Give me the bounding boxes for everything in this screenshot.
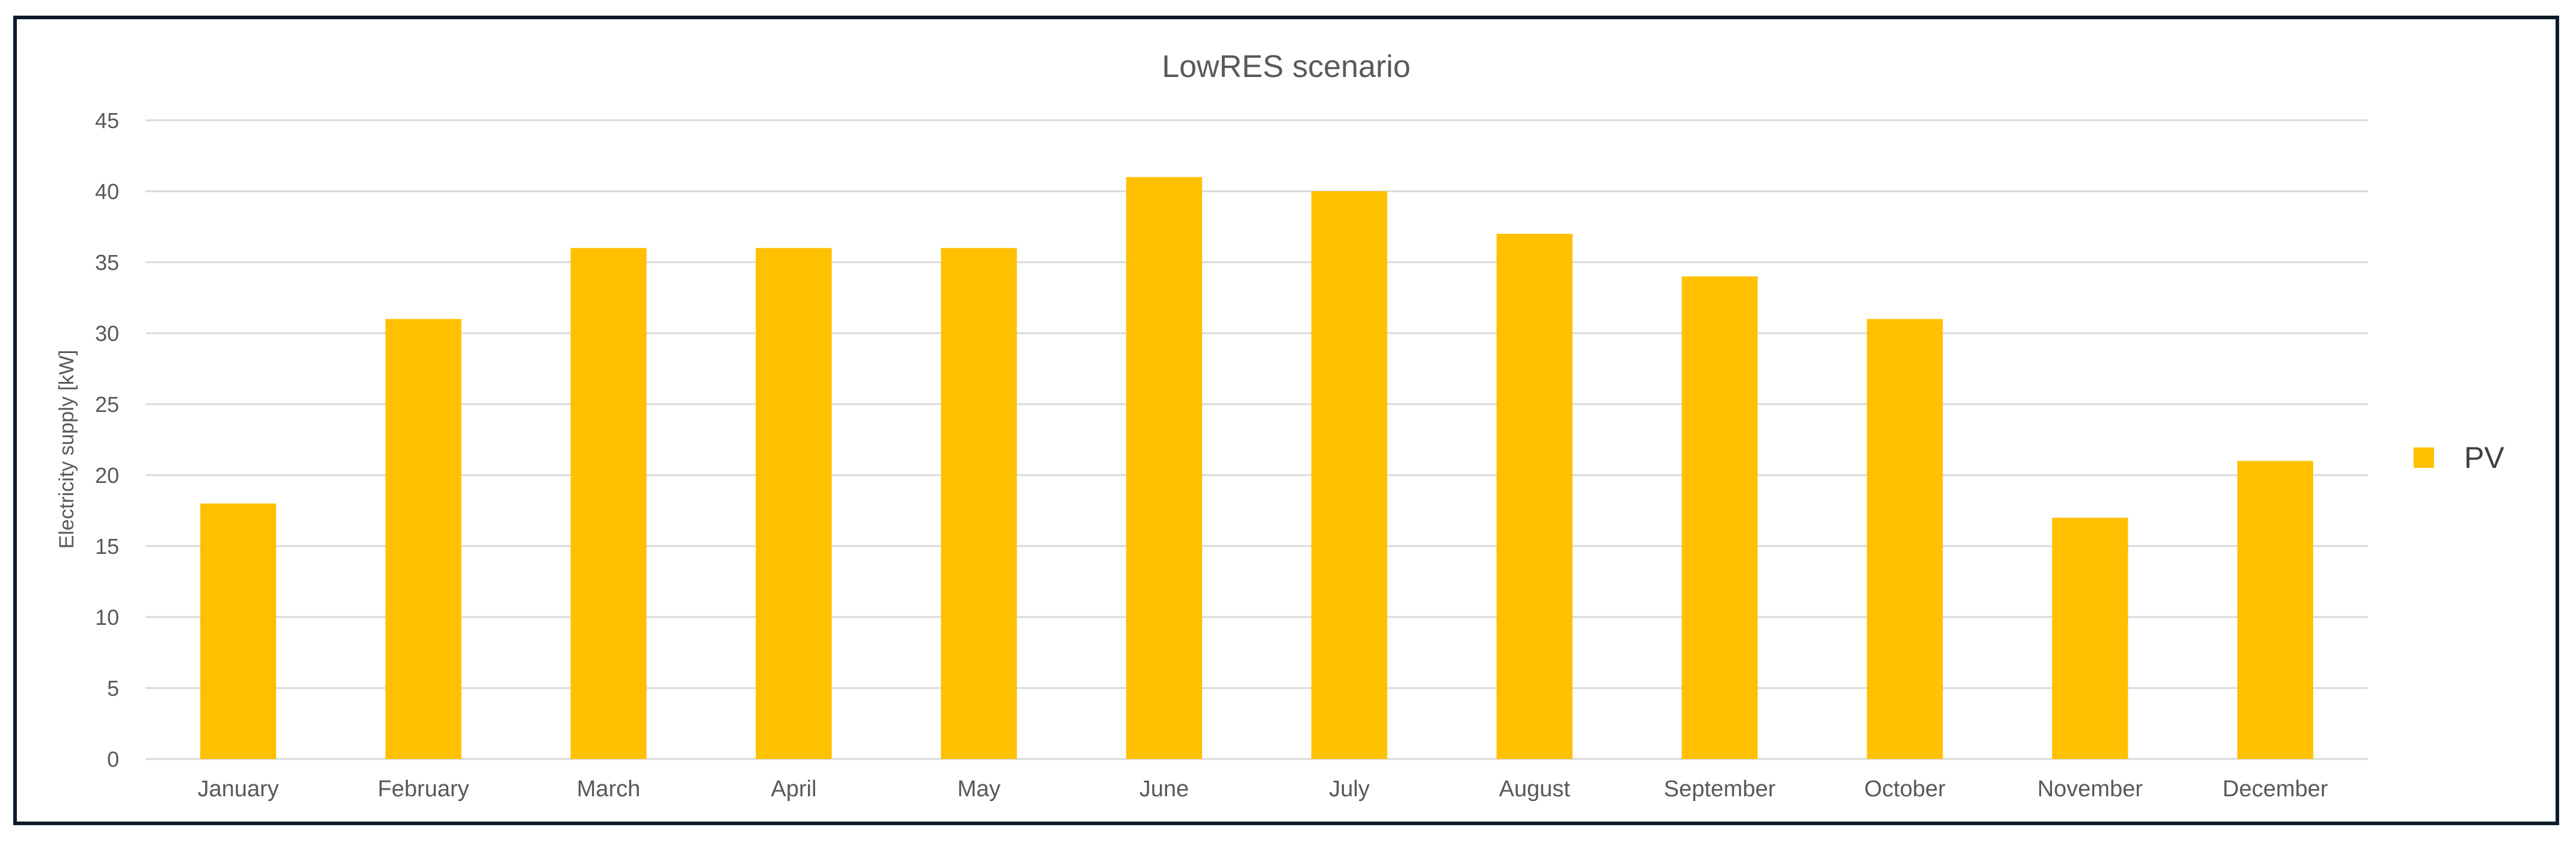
x-tick-label-may: May — [957, 776, 1000, 802]
y-tick-label: 30 — [95, 321, 119, 346]
legend-swatch — [2414, 447, 2434, 468]
y-tick-label: 25 — [95, 392, 119, 417]
y-tick-label: 5 — [107, 676, 119, 701]
y-tick-label: 45 — [95, 108, 119, 133]
bar-may — [941, 248, 1017, 759]
bar-december — [2237, 461, 2314, 759]
y-tick-labels: 0 5 10 15 20 25 30 35 40 45 — [95, 108, 119, 772]
x-tick-label-january: January — [197, 776, 279, 802]
legend-label-pv: PV — [2464, 441, 2504, 475]
grid-layer — [146, 119, 2368, 760]
bar-april — [756, 248, 832, 759]
y-tick-label: 20 — [95, 463, 119, 488]
y-tick-label: 15 — [95, 534, 119, 559]
legend: PV — [2414, 441, 2504, 475]
chart-frame: LowRES scenario 0 5 10 15 20 25 30 35 40 45 Janua… — [13, 16, 2559, 825]
y-tick-label: 35 — [95, 250, 119, 275]
x-tick-label-august: August — [1499, 776, 1571, 802]
y-tick-label: 0 — [107, 747, 119, 772]
y-axis-label: Electricity supply [kW] — [55, 350, 78, 549]
x-tick-label-july: July — [1329, 776, 1370, 802]
x-tick-labels: January February March April May June July Augu… — [197, 776, 2328, 802]
y-tick-label: 10 — [95, 605, 119, 630]
bar-october — [1867, 319, 1943, 759]
bar-august — [1496, 233, 1573, 759]
x-tick-label-october: October — [1864, 776, 1946, 802]
bar-february — [385, 319, 461, 759]
bar-november — [2052, 517, 2128, 759]
x-tick-label-june: June — [1139, 776, 1189, 802]
x-tick-label-november: November — [2038, 776, 2143, 802]
bar-january — [200, 503, 277, 759]
x-tick-label-april: April — [771, 776, 816, 802]
chart-svg: LowRES scenario 0 5 10 15 20 25 30 35 40 45 Janua… — [55, 49, 2504, 802]
x-tick-label-march: March — [577, 776, 641, 802]
x-tick-label-december: December — [2222, 776, 2328, 802]
bar-july — [1311, 191, 1388, 759]
x-tick-label-september: September — [1664, 776, 1776, 802]
chart-title: LowRES scenario — [1162, 49, 1410, 84]
bars-layer — [200, 177, 2314, 760]
x-tick-label-february: February — [378, 776, 469, 802]
bar-september — [1681, 276, 1758, 760]
bar-june — [1126, 177, 1203, 759]
y-tick-label: 40 — [95, 179, 119, 204]
bar-march — [570, 248, 647, 759]
